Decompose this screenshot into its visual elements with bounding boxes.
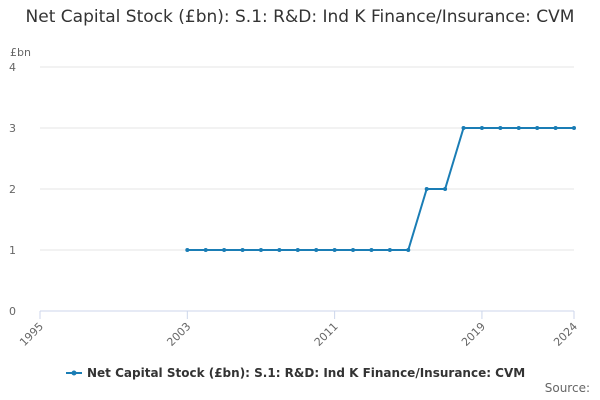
x-tick-label: 2011 <box>312 320 341 349</box>
point <box>461 126 466 130</box>
point <box>314 248 319 252</box>
point <box>498 126 503 130</box>
point <box>572 126 576 130</box>
point <box>369 248 374 252</box>
x-tick-label: 2003 <box>164 320 193 349</box>
point <box>387 248 392 252</box>
y-axis-label: £bn <box>10 46 31 59</box>
point <box>424 187 429 191</box>
x-tick-label: 2019 <box>459 320 488 349</box>
point <box>258 248 263 252</box>
legend-marker <box>71 370 77 376</box>
legend-label: Net Capital Stock (£bn): S.1: R&D: Ind K… <box>87 366 525 380</box>
series-line <box>187 127 574 251</box>
point <box>443 187 448 191</box>
y-tick-label: 1 <box>9 244 16 257</box>
point <box>553 126 558 130</box>
legend-item[interactable]: Net Capital Stock (£bn): S.1: R&D: Ind K… <box>66 366 525 380</box>
x-tick-label: 1995 <box>17 320 46 349</box>
point <box>203 248 208 252</box>
point <box>535 126 540 130</box>
point <box>185 248 190 252</box>
chart-title: Net Capital Stock (£bn): S.1: R&D: Ind K… <box>25 7 575 27</box>
point <box>295 248 300 252</box>
x-tick-label: 2024 <box>551 320 580 349</box>
point <box>516 126 521 130</box>
point <box>351 248 356 252</box>
source: Source: <box>545 381 590 395</box>
y-tick-label: 3 <box>9 122 16 135</box>
point <box>332 248 337 252</box>
y-tick-label: 4 <box>9 61 16 74</box>
point <box>479 126 484 130</box>
point <box>406 248 411 252</box>
point <box>240 248 245 252</box>
point <box>222 248 227 252</box>
y-tick-label: 0 <box>9 305 16 318</box>
point <box>277 248 282 252</box>
y-tick-label: 2 <box>9 183 16 196</box>
